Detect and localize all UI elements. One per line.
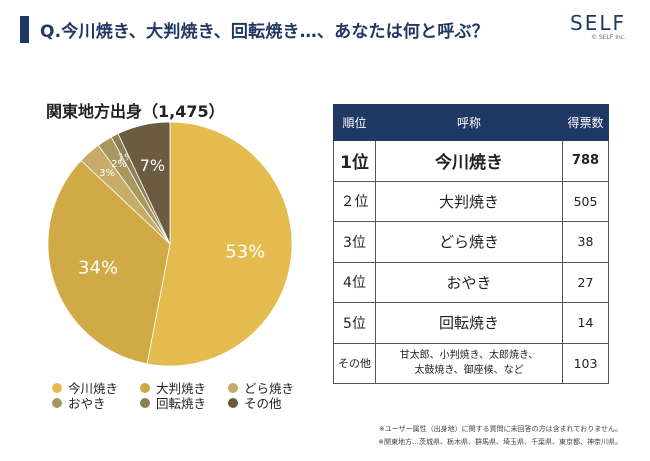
legend-item: 回転焼き (140, 393, 206, 412)
logo-text: SELF (570, 11, 626, 35)
slice-label-2: 34% (78, 258, 118, 279)
legend-label: おやき (68, 396, 106, 411)
header-name: 呼称 (375, 104, 563, 141)
legend-swatch (52, 397, 62, 408)
pie-slice-3 (80, 144, 171, 245)
name-cell: おやき (375, 261, 563, 303)
legend-label: その他 (244, 396, 282, 411)
legend-swatch (228, 397, 238, 408)
slice-label-4: 2% (111, 159, 127, 170)
legend-label: 回転焼き (156, 396, 207, 411)
pie-slice-2 (47, 159, 171, 365)
table-row: ２位 大判焼き 505 (333, 180, 609, 222)
header-votes: 得票数 (562, 104, 609, 141)
slice-label-3: 3% (99, 168, 115, 179)
table-row: 4位 おやき 27 (333, 261, 609, 303)
pie-slice-5 (110, 133, 171, 245)
rank-cell: 5位 (333, 302, 376, 344)
legend-label: 大判焼き (156, 381, 207, 396)
footnote: ※ユーザー属性（出身地）に関する質問に未回答の方は含まれておりません。 (378, 425, 622, 433)
rank-cell: 4位 (333, 261, 376, 303)
chart-title: 関東地方出身（1,475） (46, 102, 225, 121)
slice-label-1: 53% (225, 241, 265, 262)
votes-cell: 103 (562, 342, 609, 384)
votes-cell: 14 (562, 302, 609, 344)
legend-item: どら焼き (228, 378, 294, 397)
footnote: ※関東地方…茨城県、栃木県、群馬県、埼玉県、千葉県、東京都、神奈川県。 (378, 438, 622, 446)
name-cell: 大判焼き (375, 180, 563, 222)
table-row: 5位 回転焼き 14 (333, 302, 609, 344)
legend-swatch (140, 382, 150, 393)
name-cell: どら焼き (375, 221, 563, 263)
page-title: Q.今川焼き、大判焼き、回転焼き…、あなたは何と呼ぶ？ (40, 22, 489, 42)
legend-swatch (140, 397, 150, 408)
slice-label-6: 7% (140, 156, 165, 175)
header-accent-bar (20, 16, 29, 43)
votes-cell: 38 (562, 221, 609, 263)
footnotes: ※ユーザー属性（出身地）に関する質問に未回答の方は含まれておりません。 ※関東地… (378, 423, 622, 449)
legend-label: どら焼き (244, 381, 295, 396)
legend-item: おやき (52, 393, 106, 412)
votes-cell: 788 (562, 140, 609, 182)
rank-cell: 1位 (333, 140, 376, 182)
pie-slice-6 (117, 121, 171, 245)
table-row: その他 甘太郎、小判焼き、太郎焼き、 太鼓焼き、御座候、など 103 (333, 342, 609, 384)
slice-label-5: 1% (118, 153, 134, 164)
legend-item: 今川焼き (52, 378, 118, 397)
name-cell: 今川焼き (375, 140, 563, 182)
table-row: 3位 どら焼き 38 (333, 221, 609, 263)
logo-copyright: © SELF Inc. (591, 34, 626, 41)
legend-swatch (52, 382, 62, 393)
other-names-line-1: 甘太郎、小判焼き、太郎焼き、 (399, 350, 539, 362)
name-cell: 甘太郎、小判焼き、太郎焼き、 太鼓焼き、御座候、など (375, 342, 563, 384)
rank-cell: 3位 (333, 221, 376, 263)
pie-slice-4 (97, 136, 171, 245)
header: Q.今川焼き、大判焼き、回転焼き…、あなたは何と呼ぶ？ SELF © SELF … (0, 0, 650, 58)
legend-label: 今川焼き (68, 381, 119, 396)
votes-cell: 27 (562, 261, 609, 303)
logo: SELF © SELF Inc. (570, 12, 626, 42)
legend-swatch (228, 382, 238, 393)
header-rank: 順位 (333, 104, 376, 141)
name-cell: 回転焼き (375, 302, 563, 344)
pie-slice-1 (146, 121, 293, 367)
votes-cell: 505 (562, 180, 609, 222)
table-row: 1位 今川焼き 788 (333, 140, 609, 182)
rank-cell: その他 (333, 342, 376, 384)
legend-item: 大判焼き (140, 378, 206, 397)
legend-item: その他 (228, 393, 282, 412)
other-names-line-2: 太鼓焼き、御座候、など (414, 365, 524, 377)
ranking-table: 順位 呼称 得票数 1位 今川焼き 788 ２位 大判焼き 505 3位 どら焼… (333, 104, 609, 384)
rank-cell: ２位 (333, 180, 376, 222)
table-header-row: 順位 呼称 得票数 (333, 104, 609, 141)
